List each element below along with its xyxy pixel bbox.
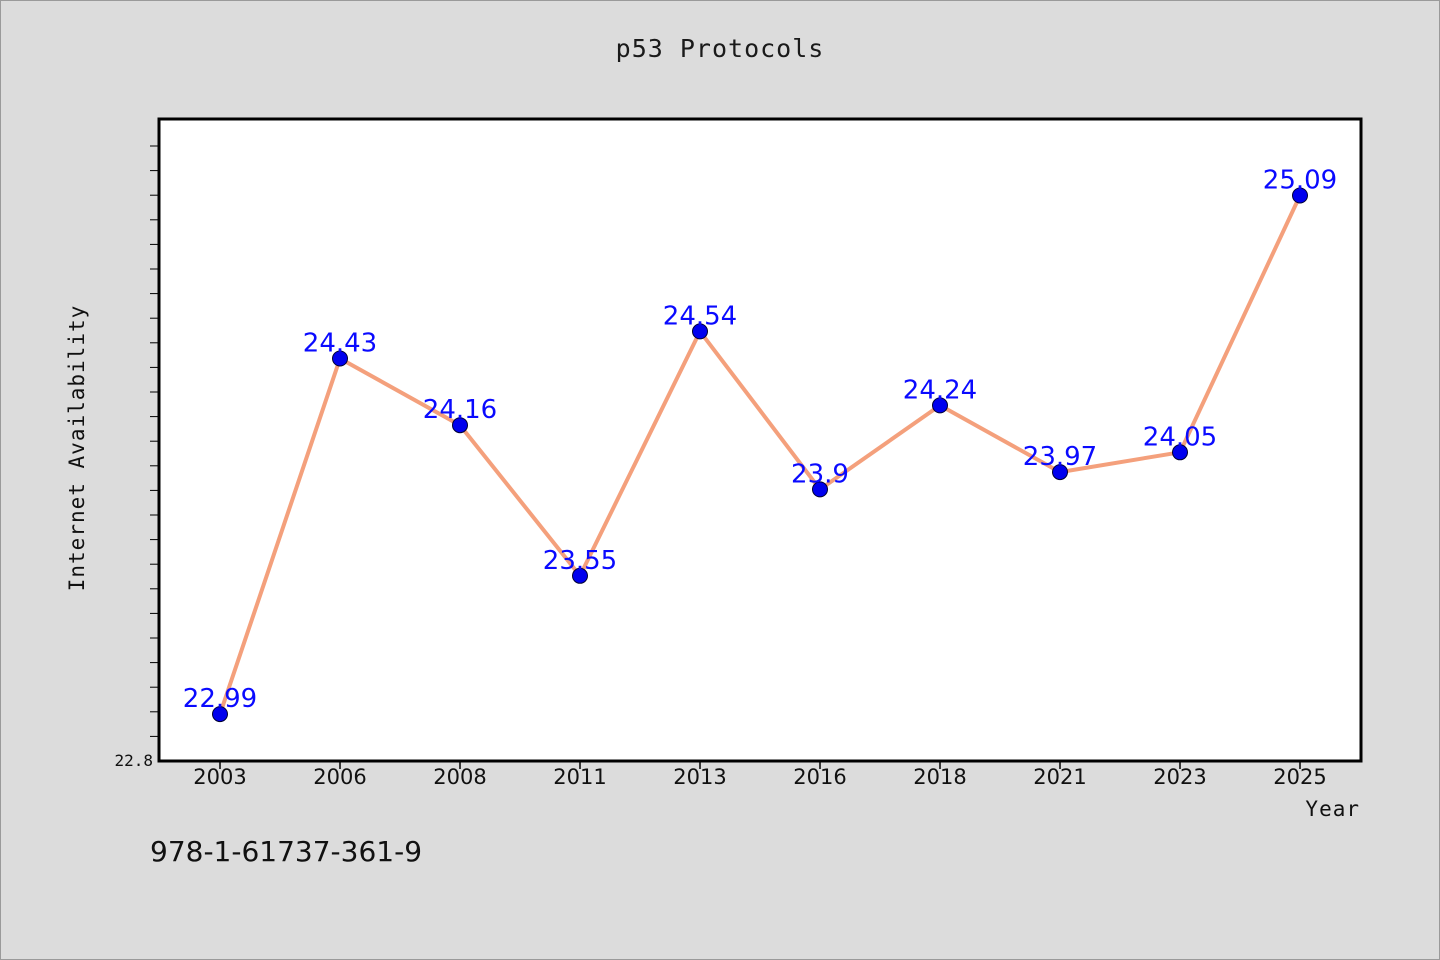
data-label: 22.99	[183, 684, 257, 714]
data-label: 23.9	[791, 459, 849, 489]
y-axis-title: Internet Availability	[65, 305, 89, 592]
plot-area	[157, 117, 1363, 763]
data-point	[332, 350, 348, 367]
data-label: 24.24	[903, 375, 977, 405]
data-point	[452, 417, 468, 434]
chart-title: p53 Protocols	[615, 34, 825, 63]
data-label: 24.16	[423, 395, 497, 425]
x-tick-label: 2016	[793, 765, 846, 789]
data-labels: 22.99 24.43 24.16 23.55 24.54 23.9 24.24 23.97 2…	[183, 166, 1337, 715]
data-point	[1292, 187, 1308, 204]
data-point	[932, 397, 948, 414]
series-line	[218, 193, 1302, 717]
x-axis-tick-labels: 2003 2006 2008 2011 2013 2016 2018 2021 2023 2025	[193, 765, 1326, 789]
x-tick-label: 2018	[913, 765, 966, 789]
data-point	[1172, 444, 1188, 461]
x-axis-title: Year	[1305, 797, 1360, 821]
series-markers	[212, 187, 1308, 723]
data-point	[212, 706, 228, 723]
data-point	[812, 481, 828, 498]
data-label: 24.43	[303, 329, 377, 359]
data-label: 24.05	[1143, 422, 1217, 452]
x-tick-label: 2003	[193, 765, 246, 789]
data-point	[572, 567, 588, 584]
x-tick-label: 2008	[433, 765, 486, 789]
data-point	[692, 323, 708, 340]
data-label: 23.55	[543, 546, 617, 576]
y-axis-min-label: 22.8	[114, 751, 153, 770]
footer-text: 978-1-61737-361-9	[150, 835, 423, 868]
x-tick-label: 2021	[1033, 765, 1086, 789]
x-tick-label: 2006	[313, 765, 366, 789]
x-tick-label: 2025	[1273, 765, 1326, 789]
x-tick-label: 2023	[1153, 765, 1206, 789]
x-axis-ticks	[219, 761, 1301, 769]
data-point	[1052, 464, 1068, 481]
x-tick-label: 2011	[553, 765, 606, 789]
x-tick-label: 2013	[673, 765, 726, 789]
data-label: 23.97	[1023, 442, 1097, 472]
data-label: 24.54	[663, 301, 737, 331]
data-label: 25.09	[1263, 166, 1337, 196]
y-axis-ticks	[150, 145, 159, 737]
